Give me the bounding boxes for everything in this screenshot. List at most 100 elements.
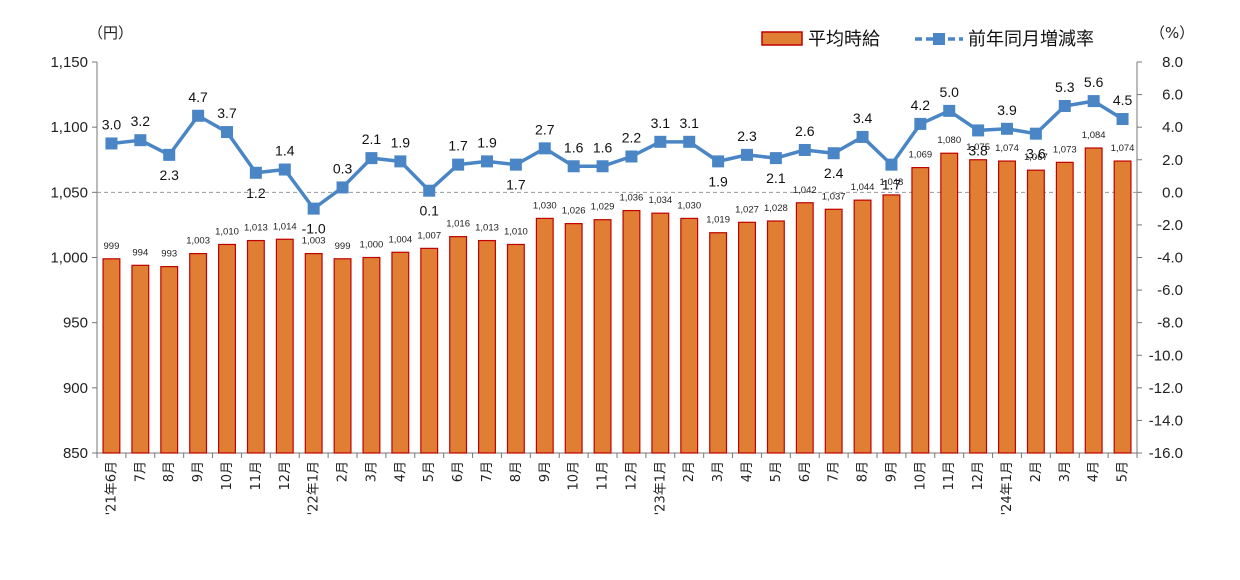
wage-bar bbox=[333, 258, 352, 454]
wage-bar-label: 1,030 bbox=[677, 200, 701, 211]
rate-marker bbox=[712, 155, 725, 168]
wage-bar-label: 1,019 bbox=[706, 215, 730, 226]
category-labels: '21年6月 7月 8月 9月 10月 11月 12月 '22年1月 2月 3月 4月 5月 6月 7月 8… bbox=[104, 461, 1130, 515]
wage-bar bbox=[1084, 147, 1103, 454]
rate-marker bbox=[827, 147, 840, 160]
category-label: 5月 bbox=[1116, 461, 1131, 482]
wage-bar bbox=[506, 243, 525, 454]
category-label: 11月 bbox=[249, 461, 264, 491]
rate-marker bbox=[596, 160, 609, 173]
wage-bar-label: 1,069 bbox=[908, 150, 932, 161]
wage-bar-label: 1,013 bbox=[475, 223, 499, 234]
rate-label: 4.5 bbox=[1113, 92, 1133, 108]
wage-bar-label: 1,073 bbox=[1053, 144, 1077, 155]
rate-label: 3.8 bbox=[968, 142, 988, 158]
wage-bar-label: 1,067 bbox=[1024, 152, 1048, 163]
category-label: 12月 bbox=[624, 461, 639, 491]
rate-label: 2.1 bbox=[362, 131, 382, 147]
rate-marker bbox=[1087, 95, 1100, 108]
category-label: 4月 bbox=[1087, 461, 1102, 482]
wage-bar bbox=[275, 238, 294, 454]
rate-label: 3.1 bbox=[651, 115, 671, 131]
legend-line-label: 前年同月増減率 bbox=[968, 29, 1094, 50]
legend-bar-label: 平均時給 bbox=[808, 29, 880, 50]
right-tick-label: -4.0 bbox=[1157, 250, 1183, 267]
wage-bar bbox=[651, 212, 670, 454]
rate-label: 2.1 bbox=[766, 170, 786, 186]
wage-bar bbox=[998, 160, 1016, 454]
category-label: 3月 bbox=[1058, 461, 1073, 482]
rate-label: 1.6 bbox=[564, 139, 584, 155]
rate-label: 3.4 bbox=[853, 110, 873, 126]
rate-label: 1.9 bbox=[477, 134, 497, 150]
wage-bar bbox=[911, 166, 930, 454]
rate-label: 2.3 bbox=[737, 128, 757, 144]
wage-bar bbox=[246, 239, 265, 454]
wage-bar bbox=[1113, 160, 1132, 454]
rate-label: 3.2 bbox=[131, 113, 151, 129]
category-label: 2月 bbox=[336, 461, 351, 482]
wage-bar-label: 1,075 bbox=[966, 142, 990, 153]
category-label: 7月 bbox=[827, 461, 842, 482]
wage-bar-label: 1,074 bbox=[995, 143, 1019, 154]
rate-marker bbox=[394, 155, 407, 168]
rate-marker bbox=[625, 150, 638, 163]
wage-bar bbox=[218, 243, 236, 454]
category-label: 12月 bbox=[278, 461, 293, 491]
rate-marker bbox=[336, 181, 349, 194]
wage-bar bbox=[564, 223, 583, 454]
rate-label: 3.6 bbox=[1026, 146, 1046, 162]
wage-bar bbox=[969, 159, 988, 454]
rate-label: 1.7 bbox=[882, 177, 902, 193]
wage-bar-label: 1,010 bbox=[504, 226, 528, 237]
wage-bar bbox=[853, 199, 872, 454]
wage-bar bbox=[160, 266, 179, 454]
legend-line-marker bbox=[933, 33, 945, 45]
right-tick-label: -2.0 bbox=[1157, 217, 1183, 234]
axes: 850 900 950 1,000 1,050 1,100 1,150 -16.0 -14.0 -… bbox=[50, 54, 1183, 462]
category-label: 3月 bbox=[711, 461, 726, 482]
rate-marker bbox=[1058, 99, 1071, 112]
category-label: 8月 bbox=[509, 461, 524, 482]
rate-label: 5.6 bbox=[1084, 74, 1104, 90]
left-tick-label: 1,000 bbox=[50, 250, 88, 267]
category-label: 3月 bbox=[364, 461, 379, 482]
right-unit-label: （%） bbox=[1150, 24, 1194, 42]
category-label: 11月 bbox=[596, 461, 611, 491]
wage-bar-label: 1,029 bbox=[591, 202, 615, 213]
wage-bar bbox=[1026, 169, 1045, 454]
category-label: 11月 bbox=[942, 461, 957, 491]
rate-marker bbox=[1001, 122, 1013, 135]
wage-bar-label: 1,013 bbox=[244, 223, 268, 234]
right-tick-label: 8.0 bbox=[1162, 54, 1183, 71]
rate-marker bbox=[509, 158, 522, 171]
category-label: 6月 bbox=[798, 461, 813, 482]
category-label: 9月 bbox=[538, 461, 553, 482]
wage-bar-label: 1,000 bbox=[360, 240, 384, 251]
wage-bar-label: 999 bbox=[335, 241, 351, 252]
rate-label: 2.6 bbox=[795, 123, 815, 139]
rate-marker bbox=[943, 104, 956, 117]
right-tick-label: -6.0 bbox=[1157, 282, 1183, 299]
wage-bar-label: 1,004 bbox=[388, 234, 412, 245]
left-tick-label: 900 bbox=[63, 380, 88, 397]
category-label: '21年6月 bbox=[104, 461, 119, 515]
rate-label: 2.3 bbox=[159, 167, 179, 183]
wage-bar bbox=[304, 252, 323, 454]
rate-label: 5.0 bbox=[939, 84, 959, 100]
rate-marker bbox=[423, 184, 436, 197]
right-tick-label: -8.0 bbox=[1157, 315, 1183, 332]
rate-marker bbox=[567, 160, 580, 173]
rate-label: 2.2 bbox=[622, 129, 642, 145]
category-label: 4月 bbox=[393, 461, 408, 482]
category-label: 2月 bbox=[1029, 461, 1044, 482]
left-tick-label: 1,100 bbox=[50, 119, 88, 136]
wage-bar-label: 1,036 bbox=[620, 193, 644, 204]
rate-marker bbox=[221, 126, 233, 139]
rate-marker bbox=[365, 152, 378, 165]
category-label: 9月 bbox=[884, 461, 899, 482]
rate-marker bbox=[914, 117, 927, 130]
rate-label: 3.9 bbox=[997, 102, 1017, 118]
rate-marker bbox=[769, 152, 782, 165]
rate-marker bbox=[683, 135, 696, 148]
